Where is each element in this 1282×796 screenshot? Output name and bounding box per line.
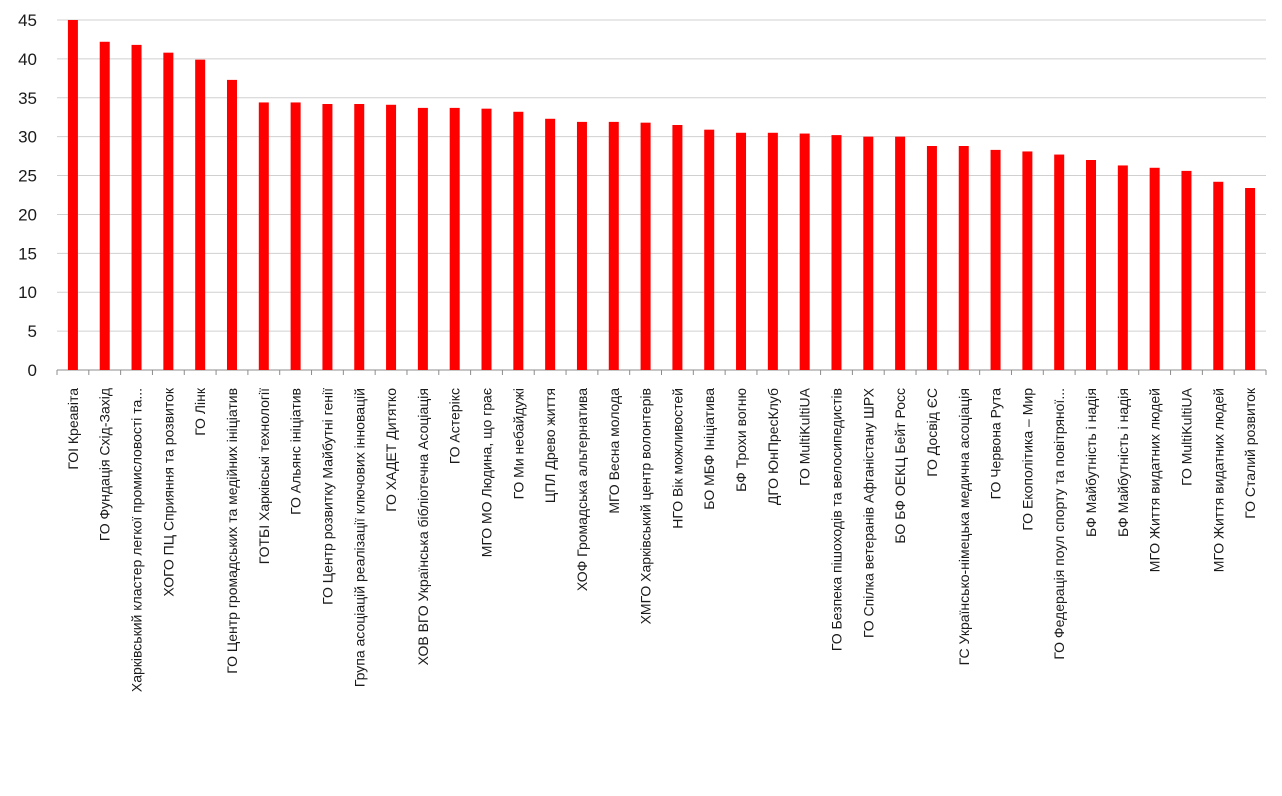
y-tick-label: 0 (28, 361, 37, 380)
x-tick-label: ГО MultiKultiUA (797, 387, 813, 485)
bar (481, 108, 492, 371)
y-tick-label: 35 (18, 89, 37, 108)
bar (863, 136, 874, 370)
y-tick-label: 25 (18, 167, 37, 186)
bar (99, 41, 110, 371)
bar (767, 132, 778, 370)
x-tick-label: ДГО ЮнПресКлуб (765, 388, 781, 505)
bar (990, 149, 1001, 370)
x-tick-label: ГО ХАДЕТ Дитятко (383, 388, 399, 512)
x-tick-label: ГО Лінк (192, 387, 208, 436)
bar (163, 52, 174, 371)
x-tick-label: МГО Життя видатних людей (1147, 388, 1163, 572)
y-tick-label: 5 (28, 322, 37, 341)
bar (545, 118, 556, 371)
x-tick-label: ХОФ Громадська альтернатива (574, 388, 590, 591)
x-tick-label: МГО МО Людина, що грає (479, 388, 495, 557)
gridlines (57, 19, 1266, 371)
bar (1086, 160, 1097, 370)
x-tick-label: БФ Майбутність і надія (1115, 388, 1131, 537)
bar (958, 146, 969, 370)
x-tick-label: ГО Екополітика – Мир (1019, 388, 1035, 531)
bar (640, 122, 651, 371)
x-tick-label: ХОВ ВГО Українська бібліотечна Асоціація (415, 388, 431, 665)
bar (736, 132, 747, 370)
bar (1054, 154, 1065, 370)
bar (322, 104, 333, 370)
bars (67, 20, 1256, 371)
x-tick-label: ЦПЛ Древо життя (542, 388, 558, 503)
y-tick-label: 15 (18, 244, 37, 263)
x-tick-label: ГО Центр громадських та медійних ініціат… (224, 388, 240, 674)
x-tick-label: БО МБФ Ініціатива (701, 388, 717, 510)
x-tick-label: ГОТБІ Харківські технології (256, 388, 272, 564)
x-tick-label: ГО Альянс ініціатив (288, 388, 304, 515)
bar (131, 44, 142, 371)
bar (704, 129, 715, 370)
bar (417, 107, 428, 370)
x-tick-label: БФ Трохи вогню (733, 388, 749, 492)
x-tick-label: ГО Ми небайдужі (510, 388, 526, 499)
x-tick-label: ГОІ Креавіта (65, 388, 81, 470)
bar (1149, 167, 1160, 370)
x-tick-label: ХМГО Харківський центр волонтерів (638, 388, 654, 624)
bar (926, 146, 937, 370)
bar (386, 104, 397, 371)
x-tick-label: БФ Майбутність і надія (1083, 388, 1099, 537)
x-tick-label: ГО MultiKultiUA (1178, 387, 1194, 485)
bar (799, 133, 810, 370)
bar (354, 104, 365, 370)
y-axis: 0 5 10 15 20 25 30 35 40 45 (18, 11, 37, 380)
bar (1022, 151, 1033, 370)
x-tick-label: МГО Весна молода (606, 388, 622, 514)
x-tick-label: ГО Центр розвитку Майбутні генії (319, 388, 335, 605)
bar (258, 102, 269, 370)
x-tick-label: ГО Досвід ЄС (924, 388, 940, 477)
bar (1181, 170, 1192, 370)
y-tick-label: 20 (18, 205, 37, 224)
x-tick-label: ГО Спілка ветеранів Афганістану ШРХ (860, 387, 876, 638)
bar (67, 20, 78, 370)
x-tick-label: ГО Астерікс (447, 388, 463, 464)
x-tick-label: ГО Сталий розвиток (1242, 387, 1258, 519)
y-tick-label: 40 (18, 50, 37, 69)
y-tick-label: 30 (18, 128, 37, 147)
y-tick-label: 45 (18, 11, 37, 30)
bar (672, 125, 683, 370)
bar (608, 121, 619, 370)
x-tick-label: Група асоціацій реалізації ключових інно… (351, 388, 367, 687)
x-tick-label: НГО Вік можливостей (669, 388, 685, 529)
x-axis: ГОІ Креавіта ГО Фундація Схід-Захід Харків… (56, 370, 1267, 692)
bar (895, 136, 906, 370)
x-tick-label: ГО Федерація поул спорту та повітряної..… (1051, 388, 1067, 660)
x-tick-label: ГС Українсько-німецька медична асоціація (956, 388, 972, 665)
bar (831, 135, 842, 370)
bar (449, 107, 460, 370)
x-tick-label: ХОГО ПЦ Сприяння та розвиток (160, 387, 176, 597)
bar (195, 59, 206, 371)
bar (290, 102, 301, 370)
x-tick-label: БО БФ ОЕКЦ Бейт Росс (892, 388, 908, 544)
bar (513, 111, 524, 371)
x-tick-label: ГО Фундація Схід-Захід (97, 388, 113, 541)
bar (1245, 188, 1256, 370)
bar (226, 79, 237, 370)
x-tick-label: Харківський кластер легкої промисловості… (129, 388, 145, 692)
bar (1117, 165, 1128, 370)
bar (1213, 181, 1224, 370)
x-tick-label: ГО Червона Рута (988, 388, 1004, 500)
bar (576, 121, 587, 370)
x-tick-label: ГО Безпека пішоходів та велосипедистів (828, 388, 844, 651)
x-tick-label: МГО Життя видатних людей (1210, 388, 1226, 572)
y-tick-label: 10 (18, 283, 37, 302)
